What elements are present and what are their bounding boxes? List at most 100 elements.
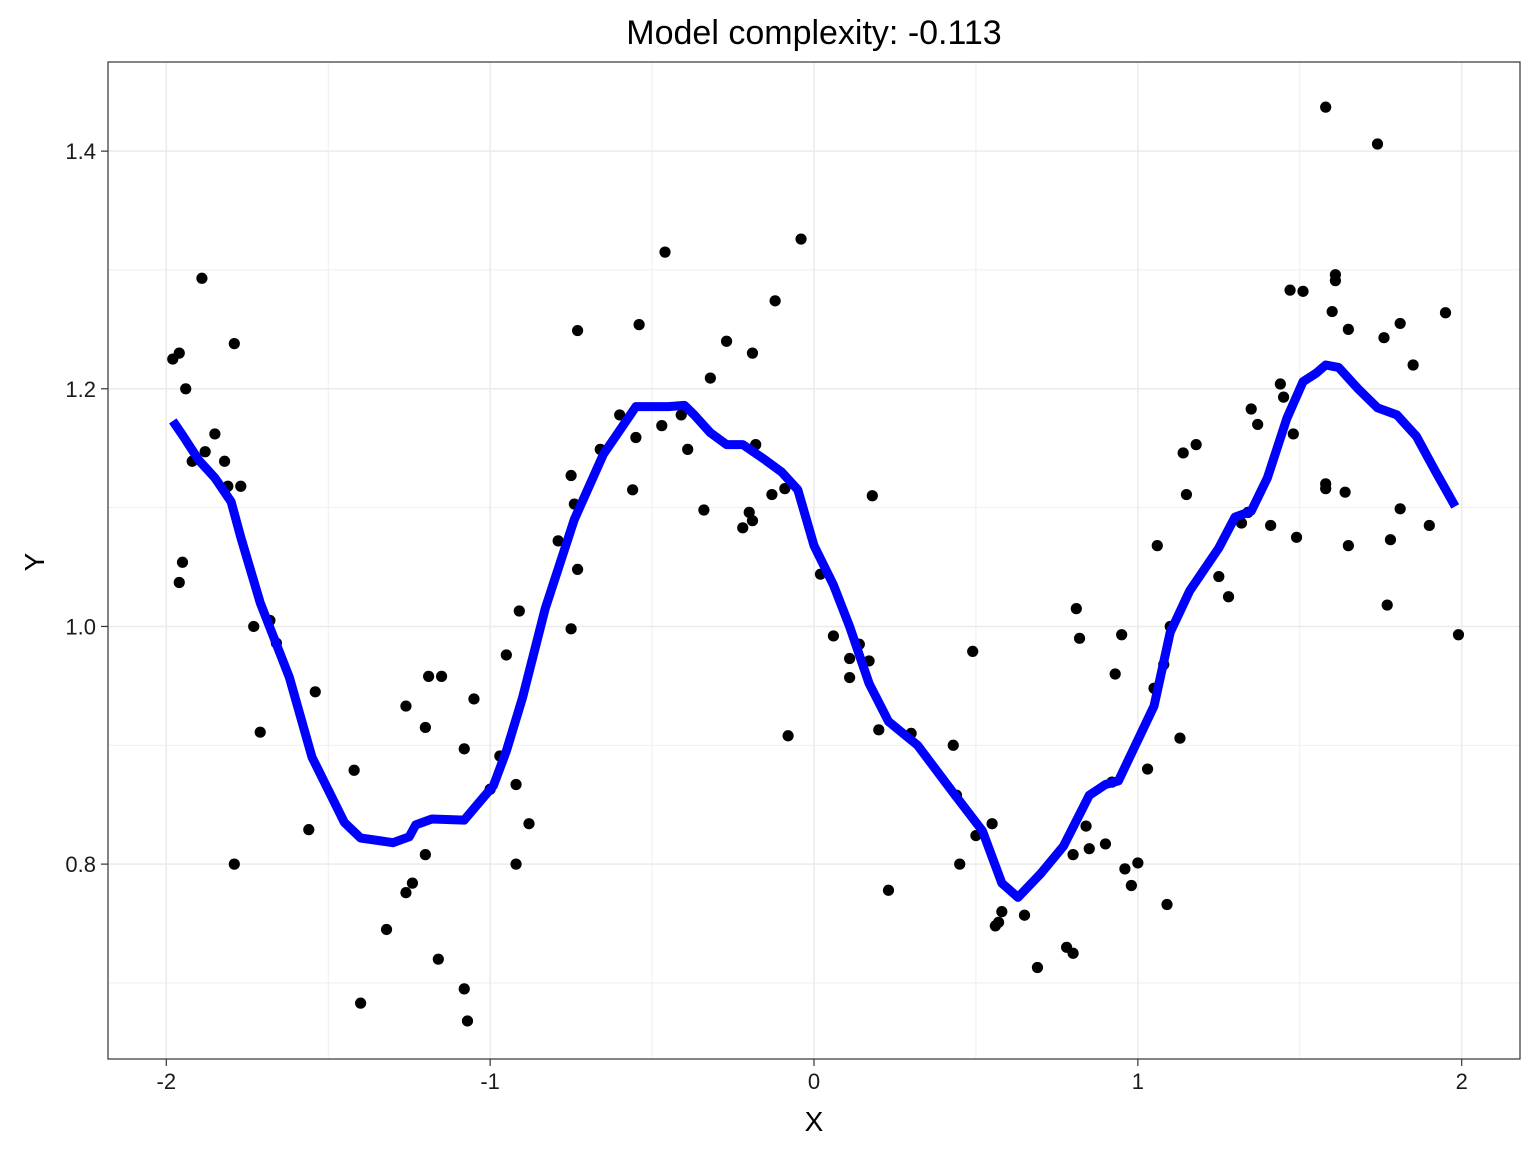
data-point	[1213, 570, 1225, 583]
data-point	[1329, 269, 1342, 281]
data-point	[1083, 843, 1095, 855]
y-tick-label: 1.0	[65, 614, 96, 639]
data-point	[996, 906, 1008, 918]
data-point	[209, 428, 221, 440]
data-point	[1297, 285, 1309, 297]
y-tick-label: 1.4	[65, 139, 96, 164]
y-axis: 0.8 1.0 1.2 1.4	[65, 139, 108, 877]
data-point	[400, 700, 412, 712]
data-point	[199, 446, 211, 458]
data-point	[228, 338, 240, 350]
data-point	[1161, 898, 1173, 911]
data-point	[423, 670, 435, 682]
data-point	[419, 849, 431, 861]
data-point	[565, 623, 577, 635]
data-point	[827, 630, 840, 642]
data-point	[173, 576, 185, 589]
data-point	[746, 515, 759, 527]
data-point	[1067, 849, 1079, 861]
data-point	[1070, 603, 1082, 615]
data-point	[627, 484, 639, 496]
x-axis: -2 -1 0 1 2	[157, 1059, 1468, 1094]
data-point	[682, 443, 694, 455]
data-point	[1141, 763, 1154, 775]
data-point	[571, 324, 584, 337]
y-axis-title: Y	[19, 552, 50, 571]
data-point	[235, 480, 247, 492]
x-tick-label: 1	[1132, 1069, 1144, 1094]
data-point	[1277, 391, 1290, 403]
data-point	[882, 884, 895, 896]
data-point	[1274, 378, 1286, 390]
x-tick-label: -1	[480, 1069, 500, 1094]
data-point	[1371, 138, 1384, 150]
x-tick-label: -2	[157, 1069, 177, 1094]
data-point	[1252, 418, 1264, 431]
data-point	[704, 372, 716, 384]
data-point	[1342, 540, 1354, 552]
data-point	[458, 743, 470, 755]
data-point	[720, 335, 733, 347]
data-point	[1378, 332, 1390, 344]
data-point	[675, 409, 687, 421]
grid	[108, 62, 1520, 1059]
data-point	[309, 686, 321, 698]
data-point	[1265, 519, 1277, 532]
data-point	[746, 347, 759, 359]
data-point	[779, 483, 791, 495]
data-point	[303, 824, 315, 836]
data-point	[355, 997, 367, 1009]
data-point	[468, 693, 480, 705]
data-point	[1080, 820, 1092, 832]
x-tick-label: 0	[808, 1069, 820, 1094]
data-point	[766, 488, 778, 501]
data-point	[737, 522, 749, 534]
data-point	[513, 605, 525, 617]
data-point	[1116, 629, 1128, 641]
data-point	[380, 923, 393, 936]
data-point	[435, 670, 448, 682]
data-point	[1132, 857, 1144, 869]
data-point	[1290, 531, 1303, 543]
data-point	[873, 724, 885, 736]
data-point	[510, 778, 522, 791]
data-point	[248, 620, 260, 633]
data-point	[1018, 909, 1031, 921]
data-point	[659, 246, 671, 258]
x-tick-label: 2	[1456, 1069, 1468, 1094]
data-point	[844, 652, 856, 665]
data-point	[1222, 591, 1235, 603]
data-point	[1284, 284, 1296, 296]
data-point	[630, 431, 642, 444]
data-point	[1439, 307, 1452, 319]
data-point	[1119, 863, 1131, 875]
data-point	[1326, 305, 1338, 318]
data-point	[461, 1015, 474, 1027]
chart-title: Model complexity: -0.113	[626, 14, 1001, 52]
data-point	[571, 563, 584, 576]
data-point	[1320, 483, 1332, 495]
y-tick-label: 0.8	[65, 852, 96, 877]
data-point	[1190, 439, 1202, 451]
data-point	[992, 916, 1005, 928]
data-point	[1287, 428, 1299, 440]
data-point	[986, 818, 998, 830]
data-point	[795, 233, 807, 245]
data-point	[656, 420, 668, 432]
data-point	[400, 887, 412, 899]
data-point	[1125, 879, 1137, 892]
data-point	[1067, 947, 1079, 959]
data-point	[1099, 838, 1112, 850]
data-point	[1245, 403, 1257, 415]
data-point	[176, 556, 189, 568]
x-axis-title: X	[805, 1106, 824, 1137]
data-point	[1073, 632, 1086, 644]
data-point	[1339, 486, 1351, 498]
data-point	[1109, 668, 1121, 680]
data-point	[196, 272, 208, 284]
data-point	[614, 409, 626, 421]
data-point	[698, 504, 710, 516]
data-point	[1342, 323, 1354, 335]
data-point	[1180, 488, 1193, 501]
